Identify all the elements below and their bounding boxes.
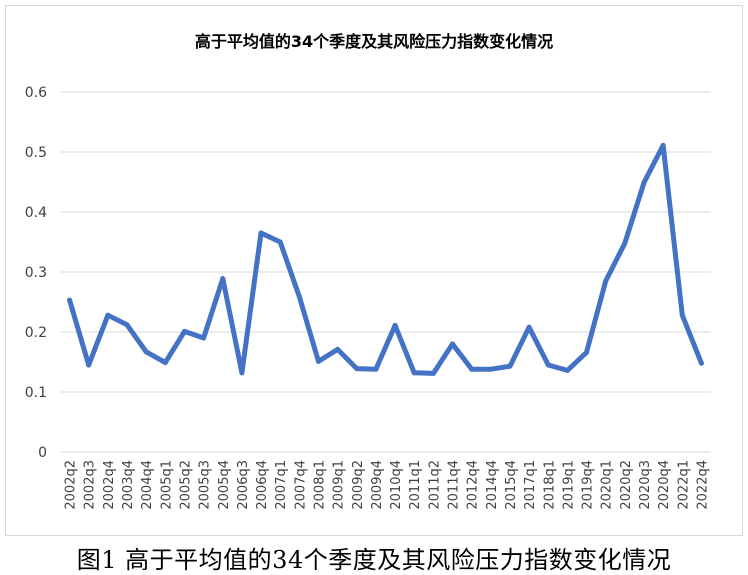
x-tick-label: 2003q4 bbox=[121, 460, 136, 510]
data-point bbox=[354, 366, 360, 372]
x-tick-label: 2011q4 bbox=[447, 460, 462, 510]
data-point bbox=[411, 370, 417, 376]
y-tick-label: 0.5 bbox=[25, 145, 47, 161]
data-point bbox=[124, 322, 130, 328]
series-line bbox=[67, 142, 704, 376]
x-tick-label: 2002q3 bbox=[83, 460, 98, 510]
data-point bbox=[296, 294, 302, 300]
x-tick-label: 2017q1 bbox=[523, 460, 538, 510]
x-tick-label: 2006q4 bbox=[255, 460, 270, 510]
x-tick-label: 2019q4 bbox=[581, 460, 596, 510]
data-point bbox=[220, 276, 226, 282]
data-point bbox=[584, 349, 590, 355]
x-tick-label: 2005q2 bbox=[178, 460, 193, 510]
data-point bbox=[143, 349, 149, 355]
data-point bbox=[67, 297, 73, 303]
x-tick-label: 2008q1 bbox=[312, 460, 327, 510]
data-point bbox=[239, 370, 245, 376]
data-point bbox=[698, 360, 704, 366]
y-tick-label: 0.3 bbox=[25, 265, 47, 281]
x-axis-ticks: 2002q2 2002q3 2002q4 2003q4 2004q4 2005q1 2005… bbox=[64, 460, 711, 510]
x-tick-label: 2004q4 bbox=[140, 460, 155, 510]
data-point bbox=[181, 328, 187, 334]
x-tick-label: 2005q3 bbox=[198, 460, 213, 510]
x-tick-label: 2009q4 bbox=[370, 460, 385, 510]
y-tick-label: 0.6 bbox=[25, 85, 47, 101]
data-point bbox=[679, 312, 685, 318]
x-tick-label: 2002q4 bbox=[102, 460, 117, 510]
data-point bbox=[258, 230, 264, 236]
data-point bbox=[86, 362, 92, 368]
x-tick-label: 2020q3 bbox=[638, 460, 653, 510]
x-tick-label: 2007q1 bbox=[274, 460, 289, 510]
series bbox=[67, 142, 704, 376]
y-axis-ticks: 0 0.1 0.2 0.3 0.4 0.5 0.6 bbox=[25, 85, 47, 461]
data-point bbox=[315, 358, 321, 364]
chart-title: 高于平均值的34个季度及其风险压力指数变化情况 bbox=[195, 32, 553, 51]
y-tick-label: 0.2 bbox=[25, 325, 47, 341]
data-point bbox=[526, 324, 532, 330]
data-point bbox=[545, 362, 551, 368]
x-tick-label: 2020q1 bbox=[600, 460, 615, 510]
data-point bbox=[469, 366, 475, 372]
x-tick-label: 2022q1 bbox=[676, 460, 691, 510]
y-tick-label: 0.4 bbox=[25, 205, 47, 221]
x-tick-label: 2007q4 bbox=[293, 460, 308, 510]
y-tick-label: 0.1 bbox=[25, 385, 47, 401]
gridlines bbox=[60, 91, 711, 453]
x-tick-label: 2002q2 bbox=[64, 460, 79, 510]
data-point bbox=[488, 366, 494, 372]
x-tick-label: 2022q4 bbox=[695, 460, 710, 510]
data-point bbox=[564, 367, 570, 373]
data-point bbox=[373, 366, 379, 372]
data-point bbox=[507, 363, 513, 369]
x-tick-label: 2015q4 bbox=[504, 460, 519, 510]
data-point bbox=[277, 239, 283, 245]
chart-area bbox=[5, 5, 743, 536]
data-point bbox=[603, 278, 609, 284]
x-tick-label: 2020q4 bbox=[657, 460, 672, 510]
x-tick-label: 2011q2 bbox=[427, 460, 442, 510]
data-point bbox=[201, 335, 207, 341]
x-tick-label: 2012q4 bbox=[466, 460, 481, 510]
x-tick-label: 2005q1 bbox=[159, 460, 174, 510]
data-point bbox=[105, 312, 111, 318]
data-point bbox=[335, 346, 341, 352]
data-point bbox=[641, 180, 647, 186]
x-tick-label: 2019q1 bbox=[561, 460, 576, 510]
data-point bbox=[162, 360, 168, 366]
x-tick-label: 2006q3 bbox=[236, 460, 251, 510]
x-tick-label: 2014q4 bbox=[485, 460, 500, 510]
line-chart: 高于平均值的34个季度及其风险压力指数变化情况 0 0.1 0.2 0.3 0.4 0.5… bbox=[25, 32, 711, 510]
x-tick-label: 2009q2 bbox=[351, 460, 366, 510]
data-point bbox=[660, 142, 666, 148]
figure-caption: 图1 高于平均值的34个季度及其风险压力指数变化情况 bbox=[76, 546, 672, 574]
x-tick-label: 2010q4 bbox=[389, 460, 404, 510]
y-tick-label: 0 bbox=[38, 445, 47, 461]
data-point bbox=[622, 240, 628, 246]
x-tick-label: 2020q2 bbox=[619, 460, 634, 510]
x-tick-label: 2009q1 bbox=[332, 460, 347, 510]
data-point bbox=[450, 341, 456, 347]
data-point bbox=[430, 370, 436, 376]
x-tick-label: 2018q1 bbox=[542, 460, 557, 510]
x-tick-label: 2005q4 bbox=[217, 460, 232, 510]
x-tick-label: 2011q1 bbox=[408, 460, 423, 510]
data-point bbox=[392, 322, 398, 328]
